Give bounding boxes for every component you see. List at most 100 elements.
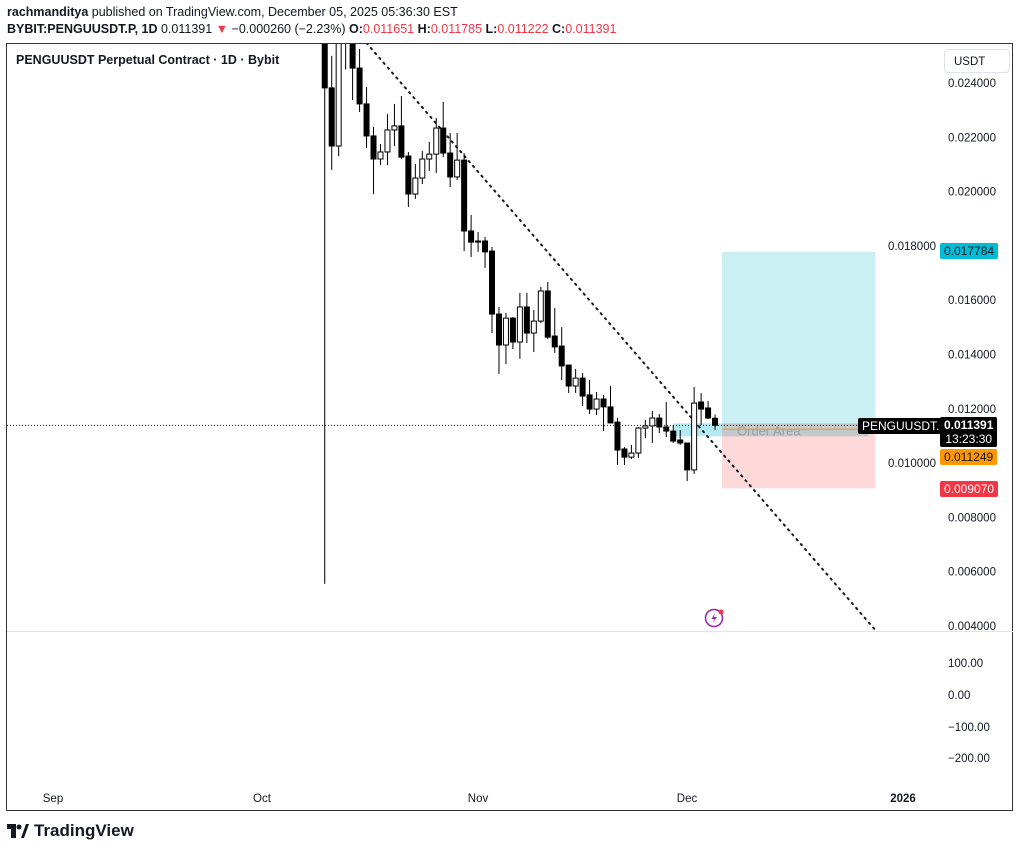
price-tick: 0.022000 [948, 132, 996, 144]
candle-body [712, 417, 719, 426]
candle-body [335, 44, 342, 147]
entry-price-badge: 0.011249 [940, 449, 998, 465]
tradingview-logo[interactable]: TradingView [7, 821, 134, 841]
order-area-zone [673, 423, 723, 437]
candle-body [614, 421, 621, 451]
candle-body [426, 153, 433, 160]
close-label: C: [552, 22, 566, 36]
candle-body [384, 129, 391, 153]
candle-body [537, 290, 544, 322]
candle-body [551, 335, 558, 348]
high-value: 0.011785 [430, 22, 483, 36]
published-text: published on TradingView.com, December 0… [91, 5, 458, 19]
currency-button[interactable]: USDT [944, 49, 1010, 73]
order-area-label: Order Area [737, 423, 801, 438]
open-label: O: [349, 22, 363, 36]
price-tick: 0.018000 [888, 241, 936, 253]
target-price-badge: 0.017784 [940, 243, 999, 259]
candle-body [523, 306, 530, 334]
candle-body [419, 158, 426, 179]
trendline [366, 44, 877, 631]
time-label: Dec [677, 793, 698, 805]
candle-body [558, 345, 565, 367]
price-pane[interactable]: Order Area [7, 2, 937, 631]
oscillator-tick: −200.00 [948, 753, 990, 765]
candle-body [356, 67, 363, 105]
oscillator-tick: −100.00 [948, 722, 990, 734]
candle-body [454, 159, 461, 178]
time-label: Sep [43, 793, 63, 805]
candle-body [649, 417, 656, 427]
candle-body [544, 290, 551, 338]
candle-body [705, 407, 712, 419]
candle-body [433, 127, 440, 155]
candle-body [405, 155, 412, 195]
last-price-value: 0.011391 [944, 418, 994, 432]
time-label: Nov [468, 793, 489, 805]
brand-name: TradingView [34, 821, 134, 840]
chart-legend: PENGUUSDT Perpetual Contract · 1D · Bybi… [16, 53, 280, 67]
candle-body [572, 377, 579, 387]
last-price-badge: 0.011391 13:23:30 [940, 417, 998, 447]
candle-body [607, 406, 614, 424]
tv-logo-icon [7, 824, 29, 838]
candle-body [495, 313, 502, 346]
candle-body [621, 448, 628, 458]
stop-price-badge: 0.009070 [940, 481, 999, 497]
candle-body [440, 127, 447, 154]
candle-body [698, 401, 705, 410]
candle-body [475, 240, 482, 243]
candle-body [670, 430, 677, 442]
candle-body [363, 103, 370, 137]
target-zone [722, 251, 876, 426]
change: −0.000260 (−2.23%) [231, 22, 346, 36]
open-value: 0.011651 [362, 22, 415, 36]
author[interactable]: rachmanditya [7, 5, 89, 19]
price-tick: 0.014000 [948, 350, 996, 362]
candle-body [691, 402, 698, 471]
candle-body [586, 394, 593, 410]
candle-body [530, 320, 537, 334]
candle-body [663, 426, 670, 432]
candle-body [412, 177, 419, 195]
oscillator-tick: 0.00 [948, 690, 970, 702]
ohlc-line: BYBIT:PENGUUSDT.P, 1D 0.011391 ▼ −0.0002… [7, 22, 616, 37]
order-area-overlap [722, 423, 869, 437]
candle-body [377, 151, 384, 160]
candle-body [628, 452, 635, 458]
price-tick: 0.008000 [948, 512, 996, 524]
oscillator-tick: 100.00 [948, 658, 983, 670]
price-tick: 0.012000 [948, 404, 996, 416]
lightning-alert-icon[interactable] [704, 607, 724, 628]
candle-body [593, 398, 600, 410]
candle-body [391, 125, 398, 131]
candle-body [468, 230, 475, 243]
countdown: 13:23:30 [945, 432, 993, 446]
candle-body [656, 417, 663, 428]
time-label: 2026 [890, 793, 916, 805]
symbol-line: BYBIT:PENGUUSDT.P, 1D [7, 22, 158, 36]
candle-body [398, 125, 405, 158]
publish-info: rachmanditya published on TradingView.co… [7, 5, 458, 20]
high-label: H: [417, 22, 431, 36]
chart-frame[interactable] [6, 43, 1013, 811]
low-value: 0.011222 [497, 22, 549, 36]
candle-body [677, 439, 684, 444]
candle-body [370, 135, 377, 160]
candle-body [579, 377, 586, 397]
price-tick: 0.024000 [948, 78, 996, 90]
candle-body [600, 398, 607, 408]
candle-body [328, 87, 335, 147]
down-arrow-icon: ▼ [215, 22, 229, 36]
candle-body [642, 425, 649, 429]
candle-body [321, 44, 328, 89]
close-value: 0.011391 [565, 22, 617, 36]
candle-body [489, 250, 496, 315]
candle-body [349, 44, 356, 69]
candle-body [461, 159, 468, 232]
candle-body [509, 317, 516, 343]
time-label: Oct [253, 793, 272, 805]
price-tick: 0.020000 [948, 187, 996, 199]
candle-body [565, 364, 572, 387]
